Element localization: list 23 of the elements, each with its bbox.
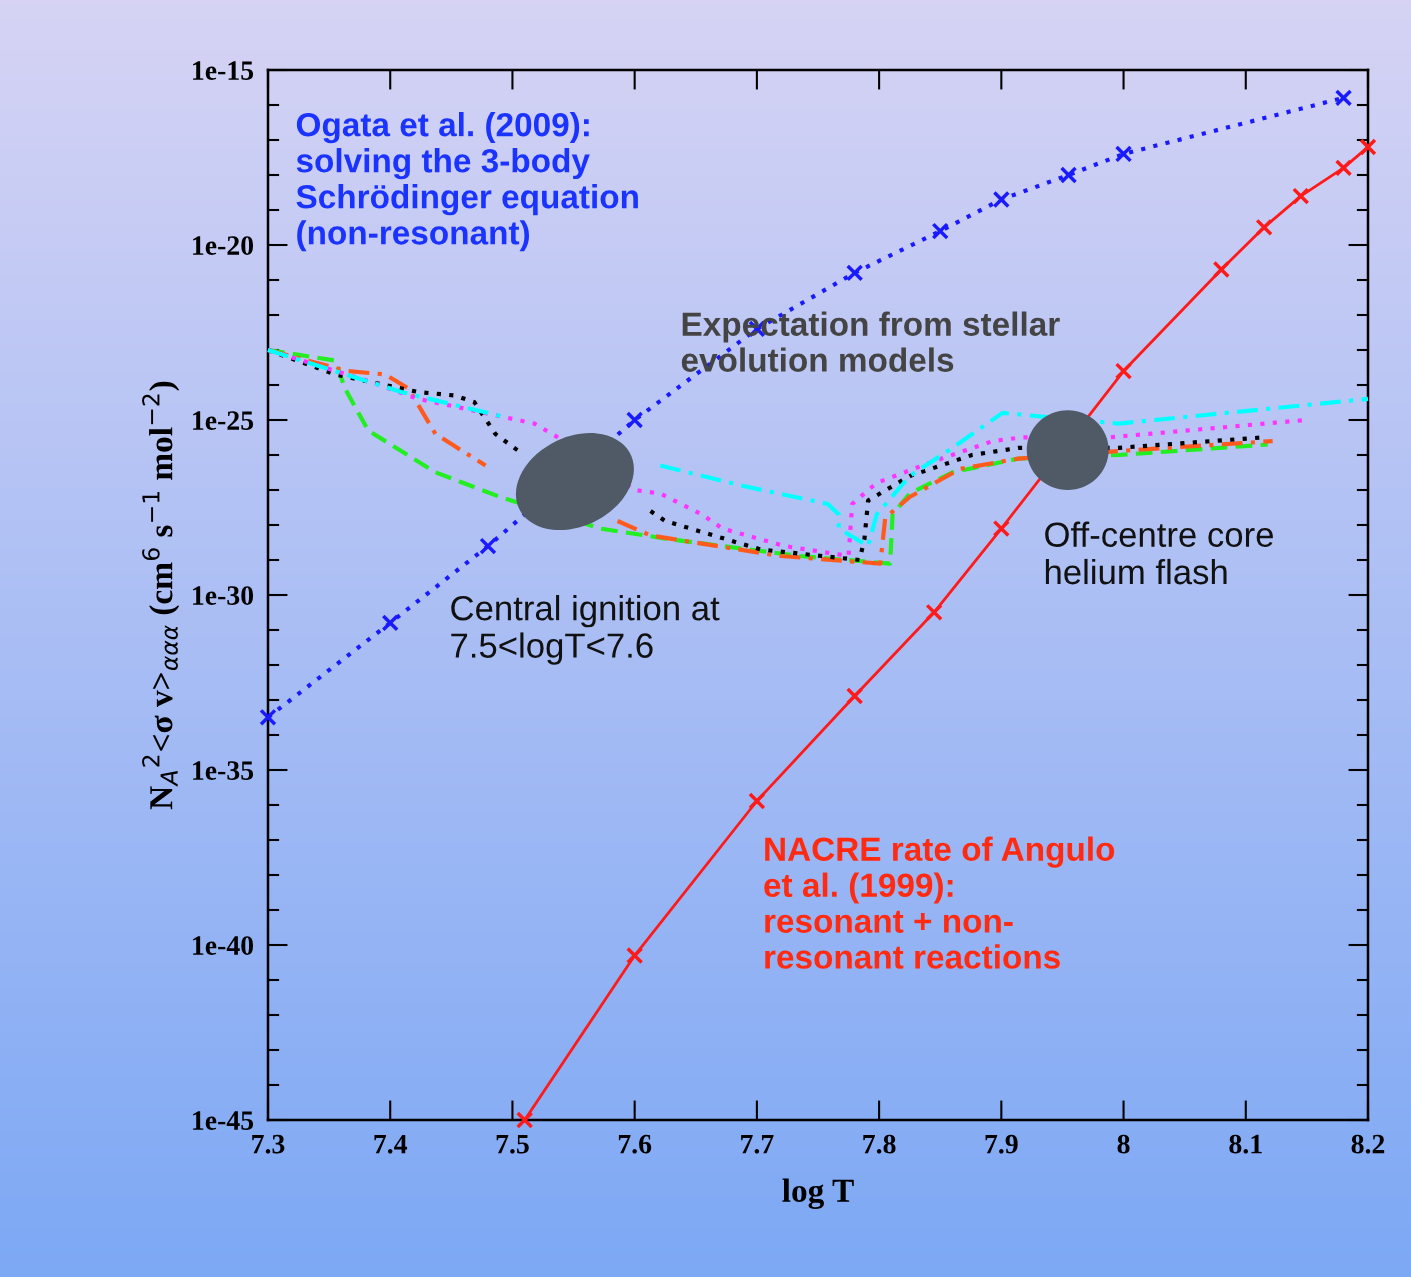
- x-tick-label: 8.2: [1351, 1134, 1385, 1154]
- x-tick-label: 7.4: [374, 1134, 408, 1154]
- x-tick-label: 8.1: [1229, 1134, 1262, 1154]
- y-tick-label: 1e-25: [193, 411, 254, 430]
- x-tick-label: 7.6: [618, 1134, 652, 1154]
- x-tick-label: 7.9: [985, 1134, 1018, 1154]
- annotation: Central ignition at 7.5<logT<7.6: [451, 595, 720, 665]
- y-tick-label: 1e-40: [193, 936, 254, 955]
- x-tick-label: 7.7: [741, 1134, 774, 1154]
- y-tick-label: 1e-35: [193, 761, 254, 780]
- annotation: Off-centre core helium flash: [1045, 521, 1273, 585]
- annotation: NACRE rate of Angulo et al. (1999): resonant + non- resonant reactions: [764, 836, 1115, 969]
- x-tick-label: 7.3: [252, 1134, 285, 1154]
- annotation: Ogata et al. (2009): solving the 3-body Schrödinger equation (non-resonant): [296, 112, 638, 252]
- y-tick-label: 1e-15: [193, 61, 254, 80]
- x-tick-label: 8: [1117, 1134, 1130, 1154]
- y-tick-label: 1e-20: [193, 236, 254, 255]
- y-tick-label: 1e-45: [193, 1111, 254, 1130]
- y-tick-label: 1e-30: [193, 586, 254, 605]
- x-axis-title: log T: [782, 1178, 854, 1210]
- text: N$_{A}$$^{2}$<σ v>$_{ααα}$ (cm$^{6}$ s$^{−1}$ mol$^{−2}$): [142, 381, 180, 810]
- x-tick-label: 7.8: [863, 1134, 896, 1154]
- x-tick-label: 7.5: [496, 1134, 529, 1154]
